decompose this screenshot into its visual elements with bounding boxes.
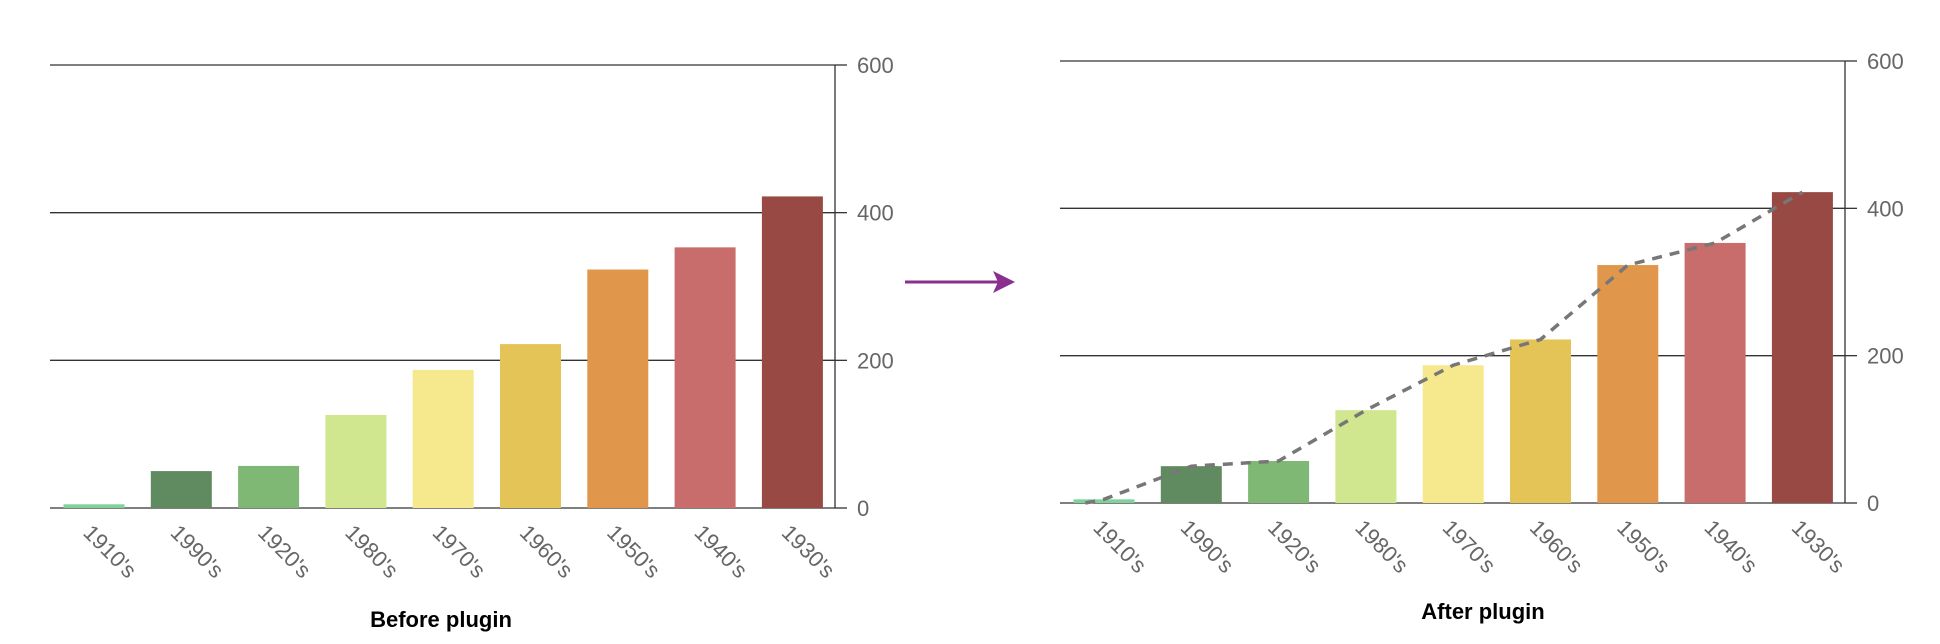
bar [1422, 365, 1484, 503]
bar [587, 269, 649, 508]
bar [1510, 339, 1571, 503]
x-tick-label: 1910's [78, 520, 141, 583]
y-tick-label: 0 [1867, 491, 1879, 516]
chart-title-before: Before plugin [370, 607, 512, 632]
x-tick-label: 1970's [1438, 515, 1501, 578]
x-tick-label: 1990's [166, 520, 229, 583]
bar [150, 471, 212, 508]
bar [674, 247, 736, 508]
chart-after-plugin: After plugin 0 200 400 600 1910's 1990's 1920'… [1060, 49, 1904, 624]
bar [1335, 410, 1397, 503]
transition-arrow [905, 271, 1015, 293]
bar [1160, 466, 1222, 503]
trend-line [1084, 190, 1804, 505]
y-tick-label: 600 [857, 53, 894, 78]
x-tick-label: 1960's [1525, 515, 1588, 578]
arrow-head [993, 271, 1015, 293]
bar [1248, 461, 1310, 503]
y-tick-label: 200 [857, 348, 894, 373]
chart-before-plugin: Before plugin 0 200 400 600 1910's 1990's 1920… [50, 53, 894, 632]
y-tick-label: 600 [1867, 49, 1904, 74]
bar [412, 369, 474, 508]
bar [500, 344, 561, 508]
x-tick-label: 1950's [602, 520, 665, 583]
x-tick-label: 1960's [515, 520, 578, 583]
bar [63, 504, 125, 508]
x-tick-label: 1940's [690, 520, 753, 583]
y-tick-label: 400 [857, 201, 894, 226]
x-tick-label: 1990's [1176, 515, 1239, 578]
y-tick-label: 400 [1867, 196, 1904, 221]
bar [1771, 192, 1833, 504]
bar [325, 414, 387, 508]
bar [761, 196, 823, 508]
bar [1684, 242, 1746, 503]
x-tick-label: 1940's [1700, 515, 1763, 578]
x-tick-label: 1930's [777, 520, 840, 583]
x-tick-label: 1930's [1787, 515, 1850, 578]
x-tick-label: 1920's [253, 520, 316, 583]
y-tick-label: 200 [1867, 344, 1904, 369]
bar [1597, 265, 1659, 503]
x-tick-label: 1970's [428, 520, 491, 583]
chart-title-after: After plugin [1421, 599, 1544, 624]
y-tick-label: 0 [857, 496, 869, 521]
x-tick-label: 1980's [340, 520, 403, 583]
x-tick-label: 1910's [1088, 515, 1151, 578]
bar [1073, 499, 1135, 503]
bar [238, 465, 300, 508]
x-tick-label: 1920's [1263, 515, 1326, 578]
x-tick-label: 1950's [1612, 515, 1675, 578]
x-tick-label: 1980's [1350, 515, 1413, 578]
